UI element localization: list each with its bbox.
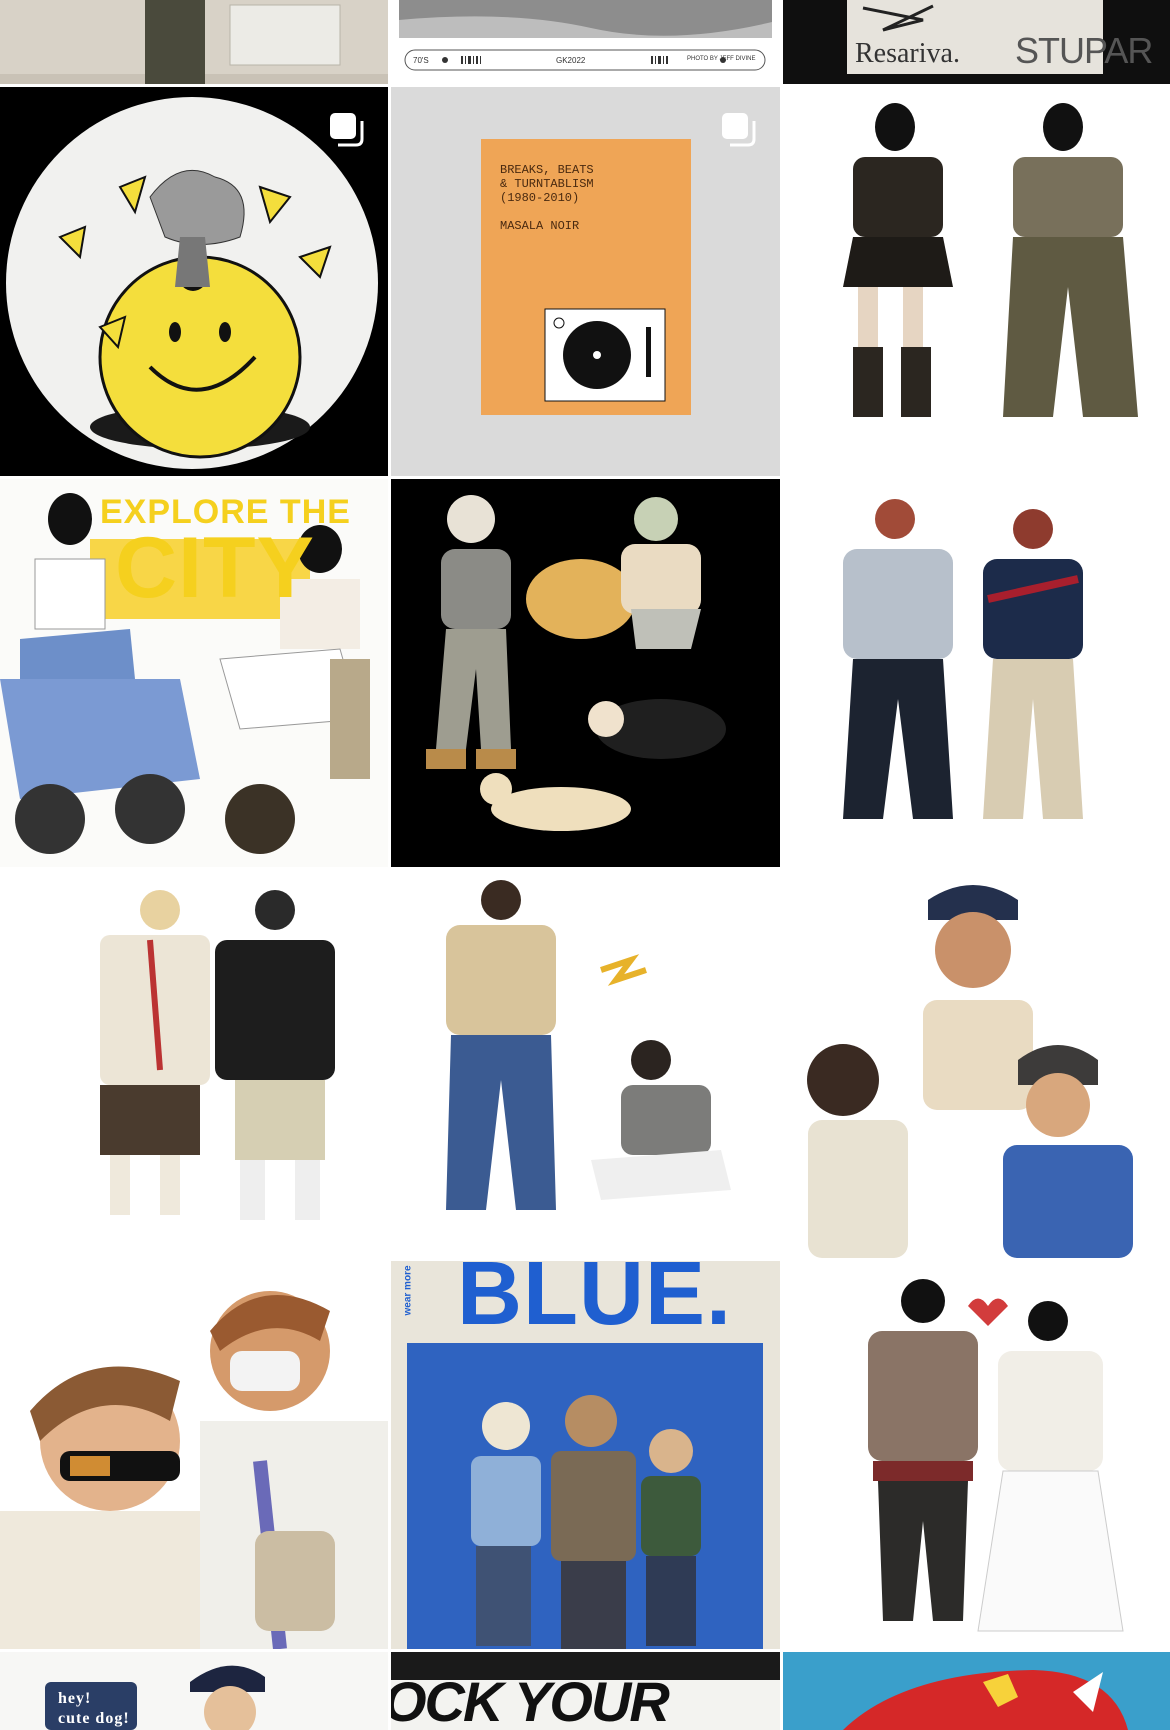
surf-credit: PHOTO BY JEFF DIVINE (687, 56, 756, 62)
type-poster-image (783, 0, 1170, 84)
smiley-vinyl-image (0, 87, 388, 476)
blue-headline: BLUE. (457, 1261, 732, 1344)
scooter-headline-1: EXPLORE THE (100, 493, 351, 531)
grid-tile[interactable] (391, 870, 780, 1258)
poster-word-1: Resariva. (855, 38, 960, 69)
sleeping-friend-illustration (391, 870, 780, 1258)
grid-tile[interactable] (783, 870, 1170, 1258)
grid-tile[interactable]: hey! cute dog! (0, 1652, 388, 1730)
grid-tile[interactable] (0, 870, 388, 1258)
grid-tile[interactable] (0, 87, 388, 476)
grid-tile[interactable] (783, 479, 1170, 867)
grid-tile[interactable] (783, 1652, 1170, 1730)
students-illustration (0, 870, 388, 1258)
scooter-illustration (0, 479, 388, 867)
two-friends-illustration (783, 479, 1170, 867)
grid-tile[interactable] (783, 87, 1170, 476)
grid-tile[interactable]: OCK YOUR STYL (391, 1652, 780, 1730)
red-cap-illustration (783, 1652, 1170, 1730)
grid-tile[interactable]: EXPLORE THE CITY (0, 479, 388, 867)
grid-tile[interactable]: 70'S GK2022 PHOTO BY JEFF DIVINE (391, 0, 780, 84)
style-poster-image (391, 1652, 780, 1730)
artwork-gallery-image (0, 0, 388, 84)
poster-word-2: STUPAR (1015, 30, 1153, 71)
grid-tile[interactable] (0, 1261, 388, 1649)
grid-tile[interactable] (0, 0, 388, 84)
scooter-headline-2: CITY (115, 520, 315, 616)
couple-illustration (783, 1261, 1170, 1649)
blue-side-text: wear more (402, 1265, 414, 1316)
grid-tile[interactable]: BREAKS, BEATS & TURNTABLISM (1980-2010) … (391, 87, 780, 476)
sticker-line-2: cute dog! (58, 1710, 130, 1727)
grid-tile[interactable] (391, 479, 780, 867)
two-figures-illustration (783, 87, 1170, 476)
surf-tag: 70'S (413, 56, 429, 65)
multiple-images-icon (326, 109, 366, 149)
grid-tile[interactable] (783, 1261, 1170, 1649)
surf-photo-image (391, 0, 780, 84)
cute-dog-poster-image (0, 1652, 388, 1730)
book-cover-image (391, 87, 780, 476)
book-title: BREAKS, BEATS & TURNTABLISM (1980-2010) … (500, 163, 594, 233)
surf-code: GK2022 (556, 56, 586, 65)
grid-tile[interactable]: Resariva. STUPAR (783, 0, 1170, 84)
dog-walkers-illustration (391, 479, 780, 867)
blue-poster-image (391, 1261, 780, 1649)
grid-tile[interactable]: BLUE. wear more (391, 1261, 780, 1649)
smoking-duo-illustration (0, 1261, 388, 1649)
multiple-images-icon (718, 109, 758, 149)
sticker-line-1: hey! (58, 1690, 92, 1707)
headphones-group-illustration (783, 870, 1170, 1258)
style-headline: OCK YOUR STYL (391, 1670, 670, 1730)
